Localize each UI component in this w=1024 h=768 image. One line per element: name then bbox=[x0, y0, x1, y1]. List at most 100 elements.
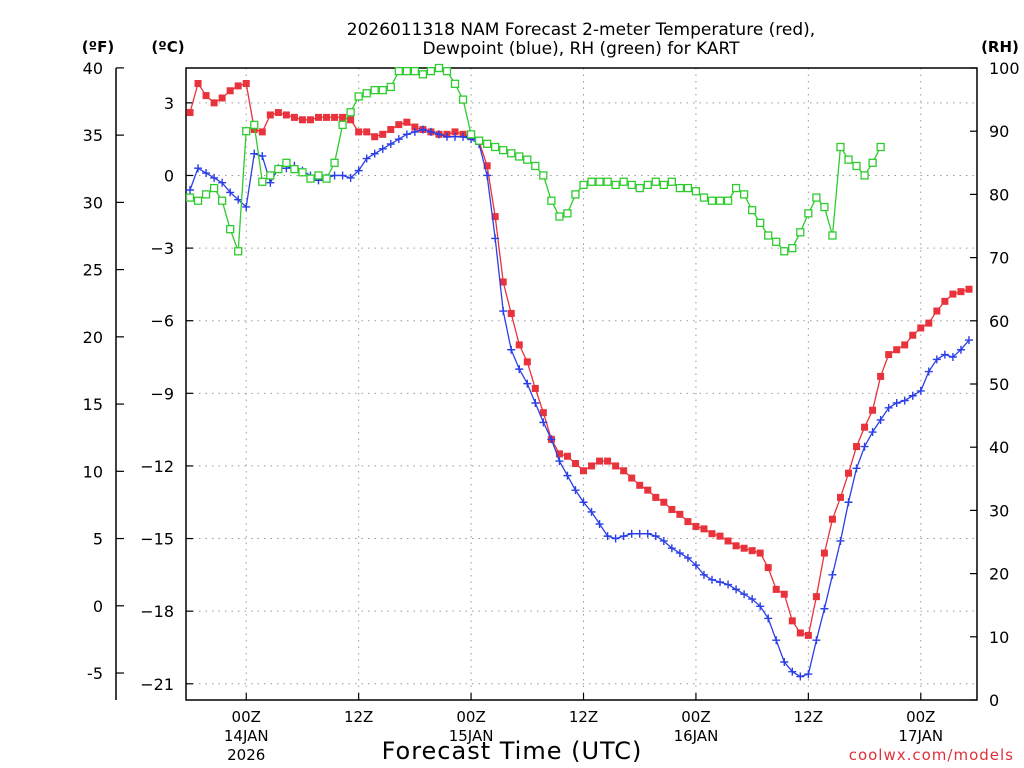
temperature-point bbox=[732, 542, 740, 550]
dewpoint-point bbox=[603, 532, 612, 541]
x-tick-label: 12Z bbox=[569, 708, 598, 726]
dewpoint-point bbox=[234, 195, 243, 204]
rh-point bbox=[627, 180, 636, 190]
rh-point bbox=[250, 120, 259, 130]
fahrenheit-tick-label: 5 bbox=[93, 530, 103, 549]
rh-point bbox=[370, 85, 379, 95]
rh-point bbox=[715, 196, 725, 205]
temperature-point bbox=[628, 474, 636, 482]
dewpoint-point bbox=[451, 132, 460, 141]
rh-point bbox=[523, 155, 532, 164]
dewpoint-point bbox=[836, 536, 845, 545]
rh-point bbox=[739, 190, 749, 199]
dewpoint-point bbox=[218, 178, 227, 187]
dewpoint-point bbox=[748, 595, 757, 604]
rh-point bbox=[571, 190, 580, 199]
temperature-point bbox=[861, 423, 869, 431]
celsius-tick-label: −21 bbox=[140, 675, 174, 694]
temperature-point bbox=[355, 128, 363, 136]
rh-point bbox=[619, 177, 628, 186]
temperature-point bbox=[588, 462, 596, 470]
dewpoint-point bbox=[595, 520, 604, 529]
dewpoint-point bbox=[756, 602, 765, 611]
rh-point bbox=[378, 85, 387, 95]
temperature-point bbox=[772, 585, 780, 593]
temperature-point bbox=[202, 92, 210, 100]
temperature-point bbox=[644, 486, 652, 494]
rh-point bbox=[185, 193, 195, 202]
dewpoint-point bbox=[418, 125, 427, 134]
temperature-point bbox=[234, 82, 242, 90]
rh-point bbox=[836, 142, 845, 152]
rh-point bbox=[386, 82, 395, 92]
temperature-point bbox=[274, 109, 282, 117]
dewpoint-point bbox=[740, 590, 749, 599]
temperature-point bbox=[596, 457, 604, 465]
dewpoint-point bbox=[338, 171, 347, 180]
dewpoint-point bbox=[547, 435, 556, 444]
dewpoint-point bbox=[370, 149, 379, 158]
rh-point bbox=[643, 180, 652, 190]
dewpoint-point bbox=[491, 234, 500, 243]
rh-tick-label: 90 bbox=[989, 122, 1009, 141]
dewpoint-point bbox=[210, 173, 219, 182]
rh-point bbox=[217, 196, 227, 205]
dewpoint-point bbox=[828, 570, 837, 579]
dewpoint-point bbox=[483, 171, 492, 180]
dewpoint-point bbox=[844, 498, 853, 507]
dewpoint-line bbox=[189, 128, 970, 678]
rh-tick-label: 30 bbox=[989, 501, 1009, 520]
rh-point bbox=[450, 79, 460, 88]
dewpoint-point bbox=[964, 336, 973, 345]
credit-link[interactable]: coolwx.com/models bbox=[849, 746, 1014, 764]
rh-line bbox=[189, 67, 882, 253]
dewpoint-point bbox=[868, 428, 877, 437]
rh-point bbox=[547, 196, 556, 205]
celsius-unit-label: (ºC) bbox=[151, 38, 184, 56]
temperature-point bbox=[298, 116, 306, 124]
temperature-line bbox=[189, 81, 970, 637]
dewpoint-point bbox=[780, 657, 789, 666]
rh-point bbox=[482, 139, 492, 148]
rh-point bbox=[346, 108, 355, 117]
temperature-point bbox=[804, 631, 812, 639]
rh-point bbox=[322, 174, 331, 183]
dewpoint-point bbox=[932, 355, 941, 364]
dewpoint-point bbox=[523, 379, 532, 388]
temperature-point bbox=[812, 593, 820, 601]
dewpoint-point bbox=[804, 670, 813, 679]
rh-point bbox=[563, 209, 572, 218]
x-tick-date-label: 14JAN bbox=[224, 727, 269, 745]
rh-point bbox=[314, 171, 323, 180]
rh-point bbox=[306, 174, 315, 183]
rh-point bbox=[852, 161, 861, 171]
dewpoint-point bbox=[948, 353, 957, 362]
temperature-point bbox=[323, 113, 331, 121]
rh-point bbox=[723, 196, 733, 205]
celsius-tick-label: −12 bbox=[140, 457, 174, 476]
temperature-point bbox=[363, 128, 371, 136]
temperature-point bbox=[885, 351, 893, 359]
dewpoint-series bbox=[186, 125, 973, 681]
temperature-point bbox=[250, 125, 258, 133]
temperature-point bbox=[531, 384, 539, 392]
temperature-point bbox=[258, 128, 266, 136]
fahrenheit-tick-label: -5 bbox=[87, 664, 103, 683]
dewpoint-point bbox=[619, 532, 628, 541]
celsius-tick-label: −9 bbox=[150, 384, 174, 403]
rh-point bbox=[426, 67, 436, 76]
rh-point bbox=[507, 149, 516, 158]
dewpoint-point bbox=[924, 367, 933, 376]
temperature-point bbox=[563, 452, 571, 460]
rh-tick-label: 70 bbox=[989, 249, 1009, 268]
dewpoint-point bbox=[459, 132, 468, 141]
temperature-point bbox=[965, 285, 973, 293]
temperature-point bbox=[652, 493, 660, 501]
temperature-point bbox=[941, 297, 949, 305]
rh-point bbox=[860, 171, 869, 180]
rh-tick-label: 40 bbox=[989, 438, 1009, 457]
temperature-point bbox=[796, 629, 804, 637]
dewpoint-point bbox=[691, 561, 700, 570]
